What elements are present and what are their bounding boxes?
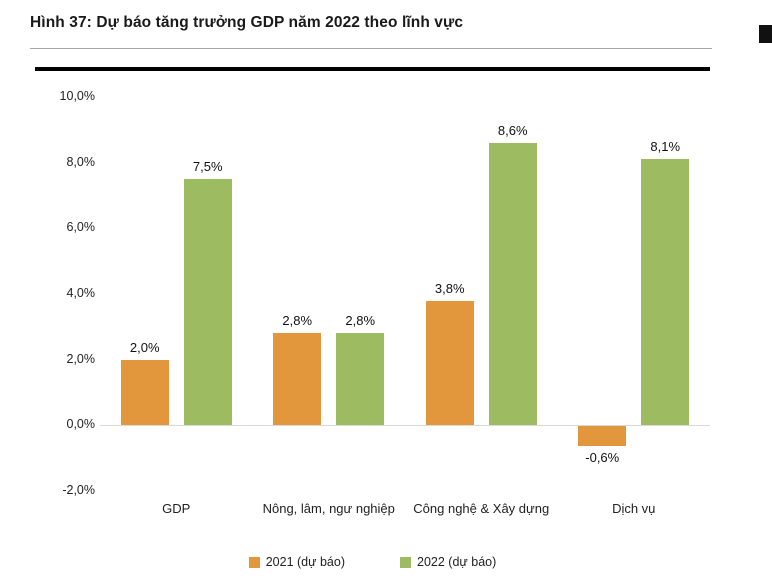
- bar-2022: [641, 159, 690, 426]
- bar-2022: [488, 142, 537, 426]
- y-axis-tick-label: 6,0%: [66, 220, 96, 235]
- y-axis-tick-label: 0,0%: [66, 417, 96, 432]
- legend-label: 2021 (dự báo): [265, 555, 345, 569]
- bar-value-label: 3,8%: [434, 280, 465, 296]
- legend-marker-icon: [248, 556, 260, 568]
- bar-2021: [273, 333, 322, 426]
- bar-value-label: 8,1%: [650, 139, 681, 155]
- adjacent-content-fragment: [759, 25, 772, 43]
- bar-value-label: 2,0%: [129, 339, 160, 355]
- bar-2021: [120, 359, 169, 426]
- bar-value-label: -0,6%: [585, 450, 620, 466]
- x-axis-category-label: Công nghệ & Xây dựng: [413, 501, 550, 516]
- legend-item-2021: 2021 (dự báo): [248, 555, 345, 569]
- bar-value-label: 8,6%: [497, 122, 528, 138]
- bar-2022: [336, 333, 385, 426]
- y-axis-tick-label: 4,0%: [66, 286, 96, 300]
- chart-top-border: [35, 67, 710, 71]
- legend-item-2022: 2022 (dự báo): [400, 555, 496, 569]
- bar-value-label: 7,5%: [192, 159, 223, 175]
- y-axis-tick-label: -2,0%: [62, 483, 95, 497]
- y-axis-tick-label: 2,0%: [66, 351, 96, 366]
- bar-2021: [578, 426, 627, 447]
- y-axis-tick-label: 8,0%: [66, 154, 96, 169]
- x-axis-category-label: GDP: [162, 501, 191, 516]
- bar-value-label: 2,8%: [345, 313, 376, 329]
- x-axis-category-label: Nông, lâm, ngư nghiệp: [262, 501, 395, 516]
- chart-legend: 2021 (dự báo) 2022 (dự báo): [35, 555, 710, 569]
- x-axis-category-label: Dịch vụ: [612, 501, 656, 516]
- bar-2021: [425, 300, 474, 426]
- title-divider: [30, 48, 712, 49]
- figure-title: Hình 37: Dự báo tăng trưởng GDP năm 2022…: [30, 14, 464, 31]
- y-axis-tick-label: 10,0%: [59, 89, 95, 103]
- bar-value-label: 2,8%: [282, 313, 313, 329]
- bar-2022: [183, 179, 232, 426]
- legend-marker-icon: [400, 556, 411, 568]
- zero-axis-line: [100, 425, 710, 427]
- legend-label: 2022 (dự báo): [417, 555, 497, 569]
